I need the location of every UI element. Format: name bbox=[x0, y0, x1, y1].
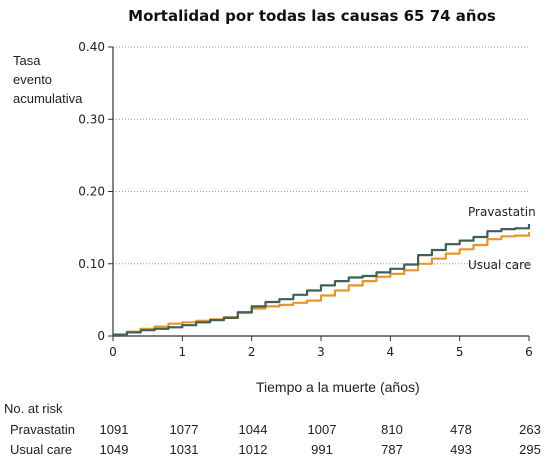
x-tick-label: 6 bbox=[525, 345, 533, 359]
risk-value: 1044 bbox=[238, 422, 268, 437]
series-label-usual-care: Usual care bbox=[468, 258, 531, 272]
series-labels: Pravastatin Usual care bbox=[468, 205, 536, 272]
axes bbox=[108, 46, 530, 341]
y-tick-label: 0 bbox=[97, 329, 105, 343]
x-tick-label: 1 bbox=[179, 345, 187, 359]
y-tick-label: 0.30 bbox=[78, 112, 105, 126]
x-tick-label: 2 bbox=[248, 345, 256, 359]
risk-table-title: No. at risk bbox=[4, 401, 63, 416]
risk-row-usual-care: Usual care 1049 1031 1012 991 787 493 29… bbox=[0, 442, 554, 462]
risk-value: 295 bbox=[519, 442, 541, 457]
risk-value: 810 bbox=[381, 422, 403, 437]
risk-row-pravastatin: Pravastatin 1091 1077 1044 1007 810 478 … bbox=[0, 422, 554, 442]
risk-value: 1091 bbox=[99, 422, 129, 437]
series-label-pravastatin: Pravastatin bbox=[468, 205, 536, 219]
series-line-pravastatin bbox=[113, 224, 531, 336]
risk-value: 478 bbox=[450, 422, 472, 437]
chart-title: Mortalidad por todas las causas 65 74 añ… bbox=[128, 7, 496, 25]
y-tick-label: 0.40 bbox=[78, 40, 105, 54]
risk-value: 991 bbox=[311, 442, 333, 457]
series-line-usual-care bbox=[113, 232, 531, 336]
risk-value: 1031 bbox=[169, 442, 199, 457]
y-tick-label: 0.20 bbox=[78, 185, 105, 199]
x-axis-label: Tiempo a la muerte (años) bbox=[256, 379, 420, 395]
x-tick-label: 3 bbox=[317, 345, 325, 359]
risk-value: 1007 bbox=[307, 422, 337, 437]
y-tick-label: 0.10 bbox=[78, 257, 105, 271]
risk-value: 1049 bbox=[99, 442, 129, 457]
risk-value: 1077 bbox=[169, 422, 199, 437]
risk-value: 263 bbox=[519, 422, 541, 437]
risk-value: 787 bbox=[381, 442, 403, 457]
risk-row-label: Usual care bbox=[10, 442, 73, 457]
x-tick-label: 5 bbox=[456, 345, 464, 359]
x-tick-label: 0 bbox=[109, 345, 117, 359]
series bbox=[113, 224, 531, 336]
y-axis-label: Tasa evento acumulativa bbox=[13, 53, 83, 106]
tick-labels: 0 0.10 0.20 0.30 0.40 0 1 2 3 4 5 6 bbox=[78, 40, 533, 359]
risk-value: 1012 bbox=[238, 442, 268, 457]
risk-value: 493 bbox=[450, 442, 472, 457]
risk-row-label: Pravastatin bbox=[10, 422, 76, 437]
x-tick-label: 4 bbox=[387, 345, 395, 359]
grid bbox=[113, 46, 529, 265]
